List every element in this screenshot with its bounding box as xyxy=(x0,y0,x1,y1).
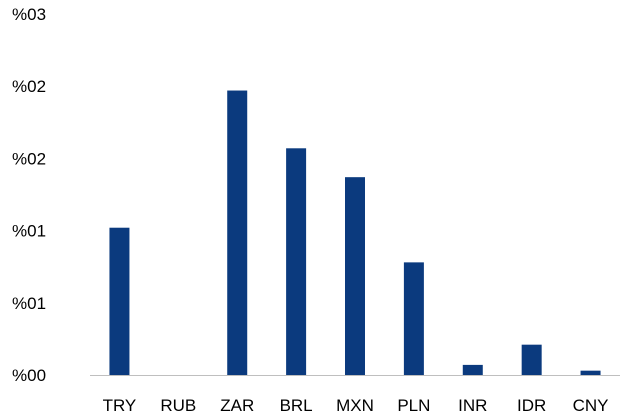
bar-cny xyxy=(580,370,601,375)
y-axis-tick-labels: %00 %01 %01 %02 %02 %03 xyxy=(12,5,46,385)
x-tick-label: ZAR xyxy=(220,396,254,415)
x-axis-tick-labels: TRY RUB ZAR BRL MXN PLN INR IDR CNY xyxy=(103,396,609,415)
bar-zar xyxy=(227,90,248,376)
bar-inr xyxy=(462,364,483,375)
x-tick-label: TRY xyxy=(103,396,137,415)
x-tick-label: IDR xyxy=(517,396,546,415)
x-tick-label: MXN xyxy=(336,396,374,415)
y-tick-label: %02 xyxy=(12,149,46,168)
y-tick-label: %01 xyxy=(12,222,46,241)
y-tick-label: %03 xyxy=(12,5,46,24)
x-tick-label: PLN xyxy=(397,396,430,415)
bar-brl xyxy=(286,148,307,375)
bar-try xyxy=(109,227,130,375)
bar-idr xyxy=(521,344,542,375)
y-tick-label: %02 xyxy=(12,77,46,96)
x-tick-label: INR xyxy=(458,396,487,415)
bar-pln xyxy=(403,262,424,375)
x-tick-label: BRL xyxy=(280,396,313,415)
bars xyxy=(109,90,601,376)
x-tick-label: RUB xyxy=(160,396,196,415)
y-tick-label: %01 xyxy=(12,294,46,313)
x-tick-label: CNY xyxy=(573,396,609,415)
y-tick-label: %00 xyxy=(12,366,46,385)
bar-mxn xyxy=(345,177,365,375)
